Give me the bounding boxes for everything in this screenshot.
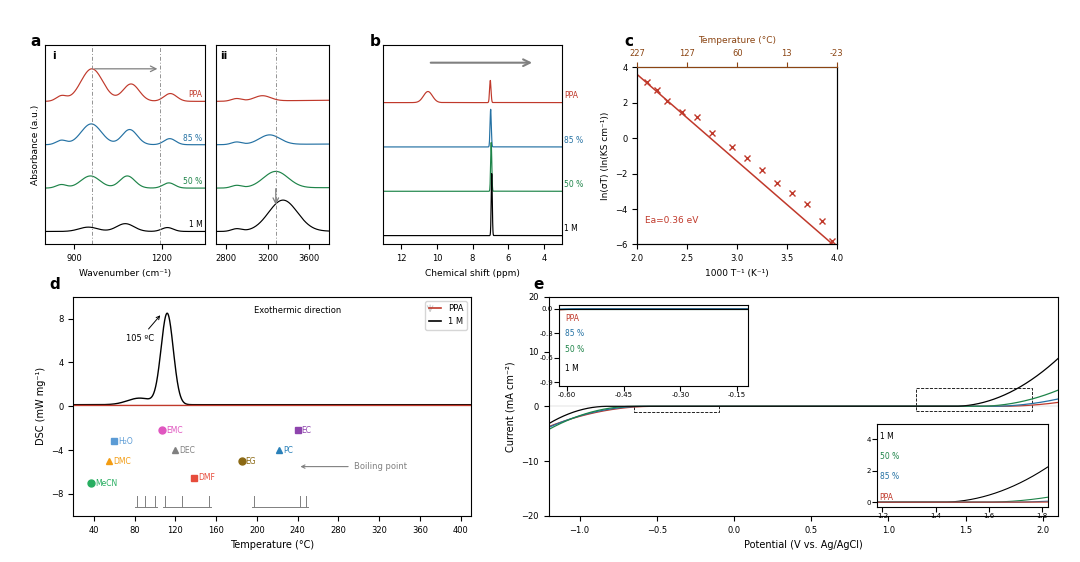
- Text: 85 %: 85 %: [184, 134, 202, 143]
- X-axis label: Chemical shift (ppm): Chemical shift (ppm): [426, 269, 519, 278]
- Text: DEC: DEC: [179, 446, 195, 455]
- Y-axis label: DSC (mW mg⁻¹): DSC (mW mg⁻¹): [36, 367, 45, 446]
- Bar: [916, 388, 1032, 411]
- Text: 1 M: 1 M: [565, 364, 579, 373]
- Text: 85 %: 85 %: [564, 135, 583, 145]
- Text: PC: PC: [283, 446, 294, 455]
- Text: 50 %: 50 %: [183, 177, 202, 186]
- Text: Ea=0.36 eV: Ea=0.36 eV: [645, 216, 699, 225]
- Text: 50 %: 50 %: [564, 180, 583, 189]
- Text: PPA: PPA: [188, 90, 202, 99]
- Text: 85 %: 85 %: [565, 329, 584, 338]
- Text: e: e: [534, 277, 544, 292]
- X-axis label: Potential (V vs. Ag/AgCl): Potential (V vs. Ag/AgCl): [744, 540, 863, 550]
- Text: 50 %: 50 %: [879, 452, 899, 461]
- Text: 85 %: 85 %: [879, 473, 899, 482]
- Y-axis label: Current (mA cm⁻²): Current (mA cm⁻²): [505, 361, 516, 452]
- Text: DMF: DMF: [198, 473, 215, 482]
- Text: Exothermic direction: Exothermic direction: [254, 306, 341, 315]
- Bar: [634, 406, 718, 412]
- Text: i: i: [52, 51, 55, 61]
- Text: ii: ii: [220, 51, 228, 61]
- Text: 1 M: 1 M: [879, 432, 893, 441]
- Text: EMC: EMC: [166, 426, 183, 435]
- Text: 105 ºC: 105 ºC: [126, 316, 160, 343]
- Text: PPA: PPA: [564, 92, 578, 101]
- Text: 1 M: 1 M: [564, 224, 578, 233]
- Text: 50 %: 50 %: [565, 345, 584, 355]
- Text: DMC: DMC: [113, 456, 131, 466]
- Text: 1 M: 1 M: [189, 220, 202, 229]
- Text: a: a: [30, 34, 41, 49]
- Text: PPA: PPA: [565, 314, 579, 323]
- Text: EG: EG: [245, 456, 256, 466]
- Legend: PPA, 1 M: PPA, 1 M: [426, 301, 467, 330]
- Text: b: b: [369, 34, 380, 49]
- Text: d: d: [50, 277, 60, 292]
- Text: PPA: PPA: [879, 493, 893, 502]
- Text: MeCN: MeCN: [95, 478, 117, 488]
- X-axis label: Temperature (°C): Temperature (°C): [698, 36, 777, 45]
- Y-axis label: ln(σT) (ln(KS cm⁻¹)): ln(σT) (ln(KS cm⁻¹)): [600, 112, 609, 200]
- Text: EC: EC: [301, 426, 312, 435]
- X-axis label: 1000 T⁻¹ (K⁻¹): 1000 T⁻¹ (K⁻¹): [705, 269, 769, 278]
- Text: c: c: [624, 34, 633, 49]
- Y-axis label: Absorbance (a.u.): Absorbance (a.u.): [31, 105, 40, 185]
- Text: H₂O: H₂O: [119, 437, 133, 446]
- Text: Boiling point: Boiling point: [301, 462, 407, 471]
- X-axis label: Wavenumber (cm⁻¹): Wavenumber (cm⁻¹): [79, 269, 172, 278]
- X-axis label: Temperature (°C): Temperature (°C): [230, 540, 314, 550]
